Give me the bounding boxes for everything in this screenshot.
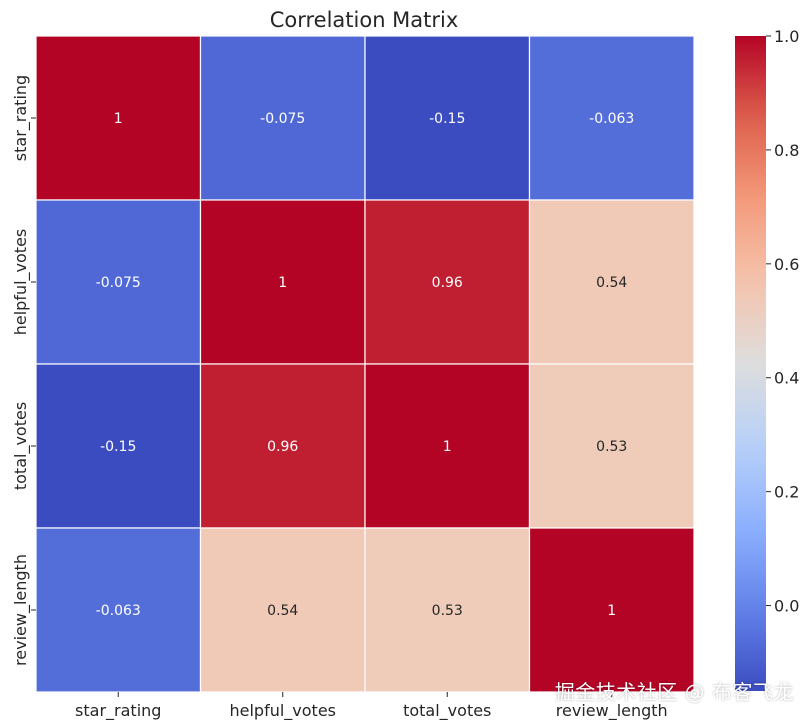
heatmap-annotations: 1 -0.075 -0.15 -0.063 -0.075 1 0.96 0.54 -0.15 0.… <box>96 111 635 619</box>
cell-annotation: 0.54 <box>596 275 627 291</box>
heatmap-cell-helpful_votes-helpful_votes <box>199 199 366 365</box>
heatmap-cell-star_rating-star_rating <box>35 35 202 201</box>
x-tick-label: helpful_votes <box>229 701 336 721</box>
cell-annotation: 1 <box>607 603 616 619</box>
x-tick-label: total_votes <box>403 701 491 721</box>
colorbar-gradient <box>735 36 766 691</box>
colorbar-tick-label: 0.0 <box>774 597 799 616</box>
colorbar-tick-label: 0.8 <box>774 141 799 160</box>
heatmap-cell-star_rating-helpful_votes <box>199 35 366 201</box>
x-tick-label: star_rating <box>75 701 161 721</box>
y-tick-label: review_length <box>11 554 31 666</box>
heatmap-cell-review_length-star_rating <box>35 527 202 693</box>
colorbar-tick-label: 0.2 <box>774 483 799 502</box>
heatmap-cell-star_rating-total_votes <box>364 35 531 201</box>
y-tick-label: helpful_votes <box>11 229 31 336</box>
cell-annotation: 0.53 <box>432 603 463 619</box>
colorbar: 0.0 0.2 0.4 0.6 0.8 1.0 <box>735 27 799 691</box>
heatmap-cell-star_rating-review_length <box>528 35 695 201</box>
cell-annotation: -0.075 <box>260 111 305 127</box>
heatmap-cell-review_length-total_votes <box>364 527 531 693</box>
colorbar-tick-label: 1.0 <box>774 27 799 46</box>
colorbar-tick-label: 0.6 <box>774 255 799 274</box>
y-axis-ticks: star_rating helpful_votes total_votesrevie… <box>11 75 36 666</box>
cell-annotation: 0.96 <box>432 275 463 291</box>
cell-annotation: 0.96 <box>267 439 298 455</box>
cell-annotation: 0.54 <box>267 603 298 619</box>
heatmap-cell-total_votes-helpful_votes <box>199 363 366 529</box>
cell-annotation: -0.15 <box>429 111 465 127</box>
y-tick-label: total_votes <box>11 402 31 490</box>
cell-annotation: 1 <box>114 111 123 127</box>
cell-annotation: 1 <box>278 275 287 291</box>
chart-title: Correlation Matrix <box>270 8 459 32</box>
heatmap-cell-total_votes-review_length <box>528 363 695 529</box>
heatmap-cell-review_length-review_length <box>528 527 695 693</box>
heatmap-cells <box>35 35 695 693</box>
cell-annotation: 1 <box>443 439 452 455</box>
cell-annotation: -0.063 <box>96 603 141 619</box>
heatmap-cell-helpful_votes-star_rating <box>35 199 202 365</box>
x-axis-ticks: star_rating helpful_votes total_votes revie… <box>75 692 668 721</box>
cell-annotation: -0.063 <box>589 111 634 127</box>
colorbar-tick-label: 0.4 <box>774 369 799 388</box>
cell-annotation: 0.53 <box>596 439 627 455</box>
heatmap-cell-helpful_votes-review_length <box>528 199 695 365</box>
y-tick-label: star_rating <box>11 75 31 161</box>
cell-annotation: -0.15 <box>100 439 136 455</box>
cell-annotation: -0.075 <box>96 275 141 291</box>
watermark: 掘金技术社区 @ 布客飞龙 <box>554 680 794 704</box>
x-tick-label: review_length <box>556 701 668 721</box>
heatmap-cell-review_length-helpful_votes <box>199 527 366 693</box>
